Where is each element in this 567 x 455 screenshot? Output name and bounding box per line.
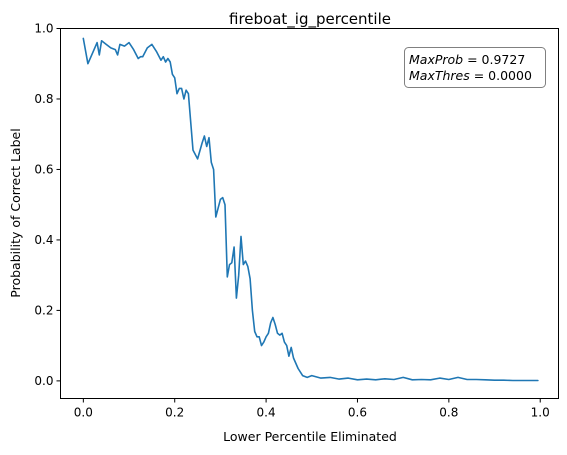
series-line bbox=[82, 37, 539, 382]
annotation-line-2: MaxThres = 0.0000 bbox=[409, 68, 532, 83]
x-tick-label: 0.0 bbox=[74, 406, 93, 420]
annotation-line-1-var: MaxProb bbox=[409, 52, 463, 67]
annotation-line-1: MaxProb = 0.9727 bbox=[409, 52, 525, 67]
annotation-line-1-value: = 0.9727 bbox=[463, 52, 525, 67]
plot-frame bbox=[60, 28, 559, 399]
y-tick-label: 1.0 bbox=[34, 22, 53, 36]
y-axis-ticks: 0.0 0.2 0.4 0.6 0.8 1.0 bbox=[34, 22, 61, 388]
y-axis-label: Probability of Correct Label bbox=[8, 128, 23, 297]
x-tick-label: 1.0 bbox=[531, 406, 550, 420]
y-tick-label: 0.8 bbox=[34, 92, 53, 106]
annotation-box: MaxProb = 0.9727 MaxThres = 0.0000 bbox=[404, 47, 546, 88]
annotation-line-2-var: MaxThres bbox=[409, 68, 470, 83]
x-tick-label: 0.8 bbox=[439, 406, 458, 420]
x-axis-label: Lower Percentile Eliminated bbox=[223, 429, 397, 444]
chart-title: fireboat_ig_percentile bbox=[229, 10, 391, 29]
annotation-line-2-value: = 0.0000 bbox=[470, 68, 532, 83]
x-tick-label: 0.4 bbox=[257, 406, 276, 420]
x-tick-label: 0.6 bbox=[348, 406, 367, 420]
y-tick-label: 0.4 bbox=[34, 233, 53, 247]
y-tick-label: 0.0 bbox=[34, 374, 53, 388]
annotation-frame bbox=[404, 47, 546, 88]
x-axis-ticks: 0.0 0.2 0.4 0.6 0.8 1.0 bbox=[74, 398, 550, 420]
y-tick-label: 0.6 bbox=[34, 162, 53, 176]
y-tick-label: 0.2 bbox=[34, 303, 53, 317]
x-tick-label: 0.2 bbox=[165, 406, 184, 420]
